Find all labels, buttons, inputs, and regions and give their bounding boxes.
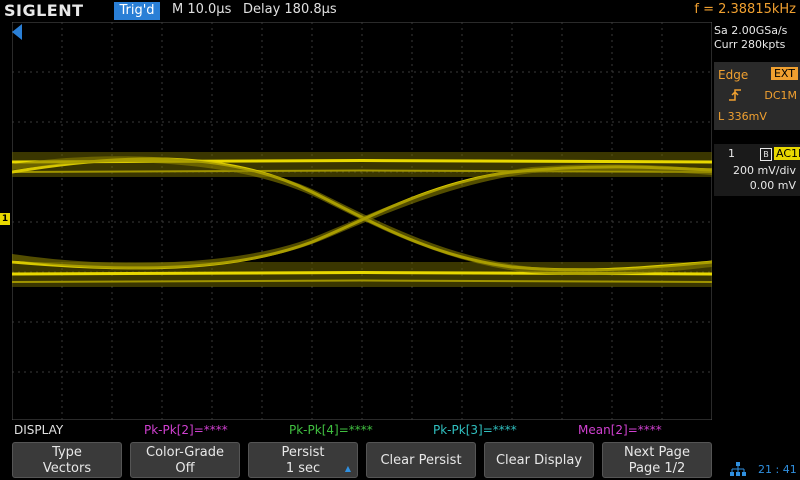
softkey-label: Persist <box>281 445 325 460</box>
menu-title: DISPLAY <box>14 423 64 437</box>
color-grade-softkey[interactable]: Color-Grade Off <box>130 442 240 478</box>
trigger-coupling: DC1M <box>764 89 797 102</box>
softkey-value: 1 sec <box>285 461 321 476</box>
frequency-readout: f = 2.38815kHz <box>694 2 796 17</box>
softkey-bar: Type Vectors Color-Grade Off Persist 1 s… <box>0 440 800 480</box>
clear-display-softkey[interactable]: Clear Display <box>484 442 594 478</box>
measurement-2: Pk-Pk[4]=**** <box>289 423 373 437</box>
measurement-bar: DISPLAY Pk-Pk[2]=**** Pk-Pk[4]=**** Pk-P… <box>0 422 800 440</box>
channel1-level-marker[interactable]: 1 <box>0 213 10 225</box>
sample-rate: Sa 2.00GSa/s <box>714 24 788 37</box>
channel-number: 1 <box>718 146 754 162</box>
brand-logo: SIGLENT <box>4 1 84 20</box>
volts-per-div: 200 mV/div <box>733 164 796 177</box>
eye-pattern-traces <box>12 152 712 287</box>
memory-depth: Curr 280kpts <box>714 38 786 51</box>
trigger-level: L 336mV <box>718 110 767 123</box>
trigger-panel[interactable]: Edge EXT DC1M L 336mV <box>714 62 800 130</box>
channel-coupling: AC1M <box>774 147 800 160</box>
bandwidth-limit-icon: B <box>760 148 772 161</box>
trigger-position-icon[interactable] <box>12 24 22 40</box>
softkey-label: Color-Grade <box>146 445 224 460</box>
clock: 21 : 41 <box>758 463 797 476</box>
network-icon <box>730 462 746 476</box>
channel1-panel[interactable]: 1 B AC1M 200 mV/div 0.00 mV <box>714 144 800 196</box>
rising-edge-icon <box>729 89 741 101</box>
waveform-display[interactable] <box>12 22 712 420</box>
channel-offset: 0.00 mV <box>749 179 796 192</box>
softkey-label: Type <box>52 445 82 460</box>
measurement-4: Mean[2]=**** <box>578 423 662 437</box>
delay-readout[interactable]: Delay 180.8μs <box>243 2 337 17</box>
softkey-label: Clear Persist <box>380 453 462 468</box>
persist-softkey[interactable]: Persist 1 sec ▲ <box>248 442 358 478</box>
adjust-arrow-icon: ▲ <box>344 464 351 473</box>
trigger-status: Trig'd <box>114 2 160 20</box>
clear-persist-softkey[interactable]: Clear Persist <box>366 442 476 478</box>
acquisition-info: Sa 2.00GSa/s Curr 280kpts <box>714 24 787 52</box>
softkey-value: Page 1/2 <box>628 461 686 476</box>
trigger-source: EXT <box>770 67 798 80</box>
measurement-3: Pk-Pk[3]=**** <box>433 423 517 437</box>
softkey-label: Clear Display <box>495 453 583 468</box>
type-softkey[interactable]: Type Vectors <box>12 442 122 478</box>
trigger-type: Edge <box>718 68 749 82</box>
next-page-softkey[interactable]: Next Page Page 1/2 <box>602 442 712 478</box>
top-status-bar: SIGLENT Trig'd M 10.0μs Delay 180.8μs f … <box>0 0 800 22</box>
timebase-readout[interactable]: M 10.0μs <box>172 2 232 17</box>
softkey-value: Off <box>175 461 195 476</box>
measurement-1: Pk-Pk[2]=**** <box>144 423 228 437</box>
softkey-value: Vectors <box>42 461 92 476</box>
softkey-label: Next Page <box>624 445 690 460</box>
